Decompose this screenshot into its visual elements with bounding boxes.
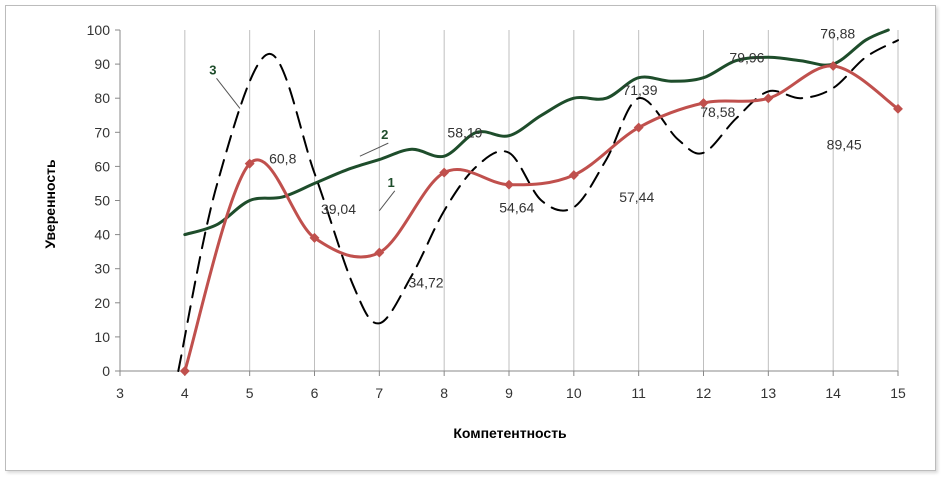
x-tick-labels: 3 4 5 6 7 8 9 10 11 12 13 14 15 <box>116 385 906 401</box>
series-marker-label: 3 <box>209 62 216 77</box>
data-label: 57,44 <box>619 189 654 205</box>
data-label: 58,19 <box>447 124 482 140</box>
data-labels: 60,8 39,04 34,72 58,19 54,64 57,44 71,39 78,58 7… <box>269 26 862 291</box>
series-1-point <box>439 167 450 178</box>
x-tick-label: 6 <box>311 385 319 401</box>
data-label: 79,96 <box>729 49 764 65</box>
series-1-point <box>698 98 709 108</box>
y-tick-label: 0 <box>102 363 110 379</box>
y-tick-label: 50 <box>94 193 110 209</box>
series-1-point <box>244 158 255 169</box>
series-1-point <box>374 247 385 258</box>
y-tick-labels: 0 10 20 30 40 50 60 70 80 90 100 <box>87 22 111 379</box>
series-1-point <box>633 122 644 133</box>
data-label: 60,8 <box>269 151 296 167</box>
x-tick-label: 4 <box>181 385 189 401</box>
x-tick-label: 15 <box>890 385 906 401</box>
y-tick-label: 60 <box>94 158 110 174</box>
x-tick-label: 9 <box>505 385 513 401</box>
axes <box>119 30 898 372</box>
series-1-point <box>568 170 579 181</box>
y-tick-label: 10 <box>94 329 110 345</box>
series-1-line <box>183 64 900 373</box>
x-tick-label: 3 <box>116 385 124 401</box>
y-tick-label: 70 <box>94 124 110 140</box>
x-tick-label: 8 <box>440 385 448 401</box>
x-tick-label: 11 <box>631 385 646 401</box>
x-tick-label: 7 <box>375 385 383 401</box>
series-1-point <box>893 103 903 114</box>
y-tick-label: 20 <box>94 295 110 311</box>
series-1-point <box>763 93 774 104</box>
data-label: 39,04 <box>321 201 356 217</box>
grid-lines <box>115 29 899 376</box>
y-tick-label: 90 <box>94 56 110 72</box>
series-marker-label: 1 <box>388 175 395 190</box>
series-1-point <box>309 232 320 243</box>
y-tick-label: 80 <box>94 90 110 106</box>
x-tick-label: 14 <box>825 385 841 401</box>
series-marker-leader <box>378 190 396 212</box>
data-label: 54,64 <box>499 199 534 215</box>
data-label: 71,39 <box>622 82 657 98</box>
x-tick-label: 10 <box>566 385 582 401</box>
series-2-line <box>183 28 890 237</box>
series-markers: 1 2 3 <box>209 62 396 212</box>
series-3-line <box>177 39 899 372</box>
series-1-point <box>828 61 839 71</box>
series-1-point <box>179 366 190 376</box>
x-axis-label: Компетентность <box>453 425 567 441</box>
x-tick-label: 12 <box>696 385 712 401</box>
y-tick-label: 100 <box>87 22 111 38</box>
data-label: 76,88 <box>820 26 855 42</box>
series-marker-leader <box>359 142 389 157</box>
x-tick-label: 5 <box>246 385 254 401</box>
chart-frame <box>5 5 936 471</box>
y-tick-label: 30 <box>94 261 110 277</box>
y-axis-label: Уверенность <box>42 159 58 249</box>
data-label: 34,72 <box>409 274 444 290</box>
series-marker-leader <box>216 78 241 109</box>
data-label: 78,58 <box>700 104 735 120</box>
data-label: 89,45 <box>827 136 862 152</box>
series-layer <box>177 28 903 376</box>
series-1-point <box>504 179 514 190</box>
series-marker-label: 2 <box>381 127 388 142</box>
y-tick-label: 40 <box>94 227 110 243</box>
x-tick-label: 13 <box>761 385 777 401</box>
